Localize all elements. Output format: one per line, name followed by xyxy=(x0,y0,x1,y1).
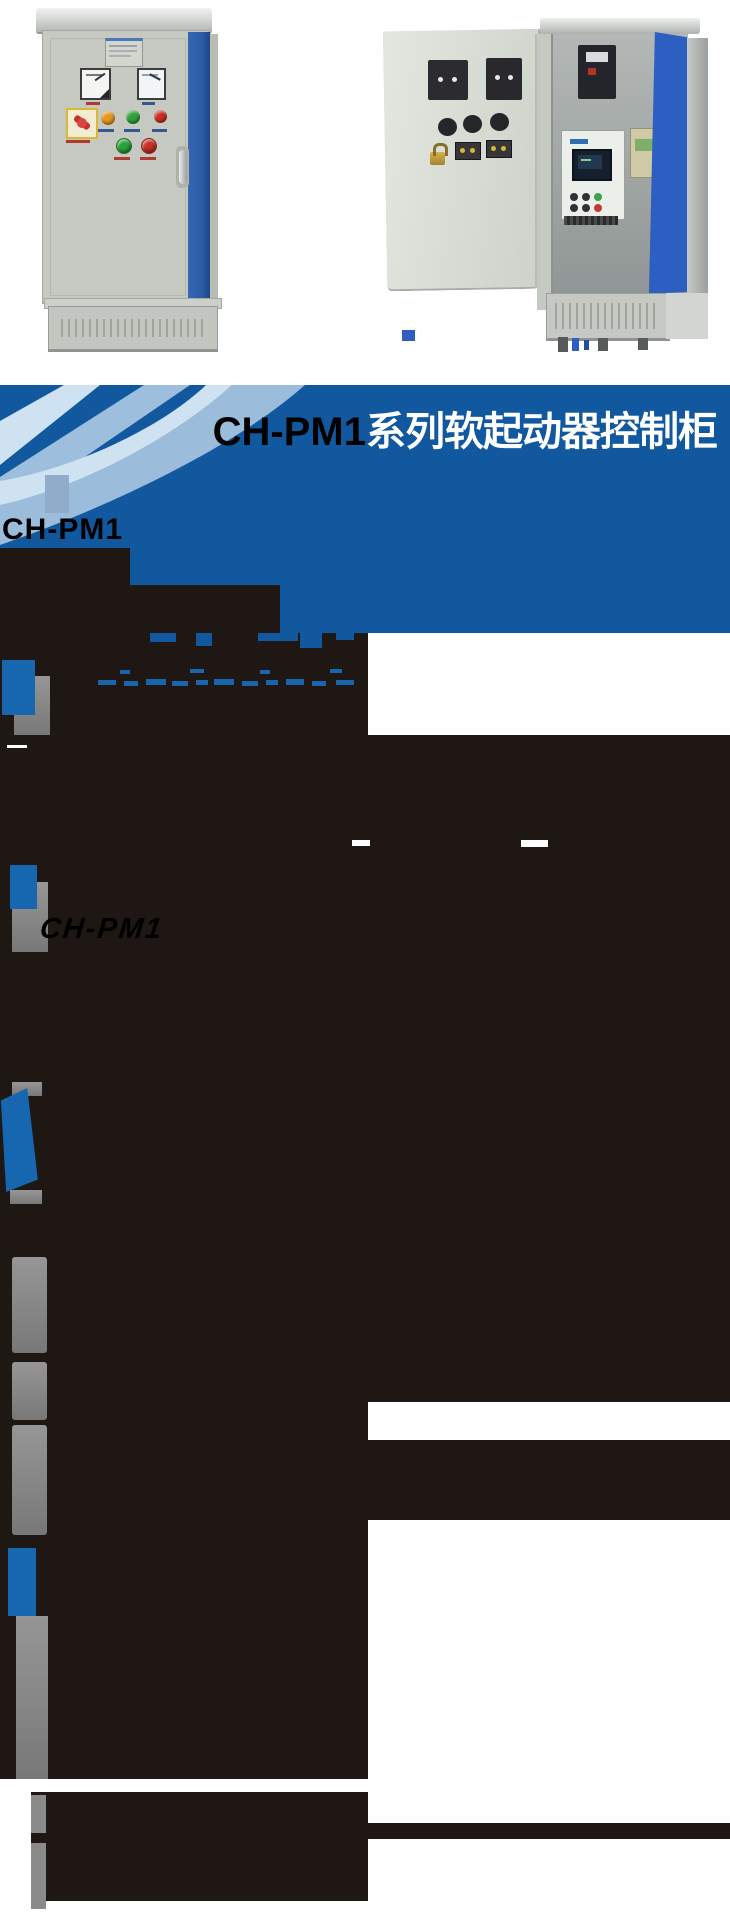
open-cabinet-photo xyxy=(330,10,708,356)
blue-reflection-3 xyxy=(402,330,415,341)
banner-swoosh-decoration xyxy=(0,385,305,545)
banner-ragged-edge xyxy=(300,633,322,648)
leg-1 xyxy=(558,337,568,352)
title-series-text: 系列软起动器控制柜 xyxy=(366,410,718,454)
button-label-2 xyxy=(140,157,156,160)
meter-back-2 xyxy=(486,58,522,100)
lamp-back-2 xyxy=(463,115,482,133)
bullet-shadow xyxy=(12,1362,47,1420)
lamp-amber xyxy=(101,111,115,125)
bullet-shadow xyxy=(16,1616,48,1779)
bullet-shadow xyxy=(10,1190,42,1204)
door-handle xyxy=(179,150,187,184)
banner-ragged-edge xyxy=(258,633,298,641)
content-block xyxy=(368,1823,730,1839)
model-designation-text: CH-PM1 xyxy=(38,913,165,945)
louver-slots-2 xyxy=(555,303,655,329)
floor-patch xyxy=(666,293,708,339)
content-block xyxy=(0,1402,368,1440)
cabinet-side-sliver xyxy=(210,34,218,298)
white-fragment xyxy=(521,840,548,847)
section-bullet-4 xyxy=(8,1548,36,1616)
terminal-block-2 xyxy=(486,140,512,158)
section-bullet-1 xyxy=(2,660,35,715)
cabinet-side-blue-band xyxy=(188,32,210,300)
content-block xyxy=(31,1792,368,1901)
banner-ragged-edge xyxy=(150,633,176,642)
right-wall xyxy=(687,38,708,306)
lamp-back-1 xyxy=(438,118,457,136)
soft-starter xyxy=(561,130,625,220)
bullet-shadow xyxy=(12,1425,47,1535)
white-fragment xyxy=(352,840,370,846)
title-model-text: CH-PM1 xyxy=(212,410,366,454)
button-label-1 xyxy=(114,157,130,160)
closed-cabinet-photo xyxy=(30,8,222,352)
section-bullet-2 xyxy=(10,865,37,909)
starter-display xyxy=(572,149,612,181)
white-fragment xyxy=(7,745,27,748)
meter-label-left xyxy=(86,102,100,105)
blue-reflection-1 xyxy=(572,338,579,351)
rotary-switch xyxy=(66,108,98,139)
content-block xyxy=(0,735,730,1402)
lamp-label-3 xyxy=(152,129,167,132)
bullet-shadow xyxy=(31,1843,46,1909)
starter-btn-2 xyxy=(582,193,590,201)
lamp-label-1 xyxy=(98,129,114,132)
starter-logo xyxy=(570,139,588,144)
leg-3 xyxy=(638,338,648,350)
banner-logo-overlay-text: CH-PM1 xyxy=(2,513,124,546)
lamp-label-2 xyxy=(124,129,140,132)
content-block xyxy=(130,585,280,633)
starter-btn-1 xyxy=(570,193,578,201)
content-block xyxy=(0,1440,730,1520)
blue-reflection-2 xyxy=(584,340,589,350)
lamp-red xyxy=(154,110,167,123)
leg-2 xyxy=(598,338,608,351)
content-block xyxy=(0,548,130,634)
bullet-shadow xyxy=(31,1795,46,1833)
nameplate xyxy=(105,38,143,67)
starter-btn-3 xyxy=(570,204,578,212)
starter-terminal-strip xyxy=(564,216,618,225)
page-title: CH-PM1系列软起动器控制柜 xyxy=(212,409,718,455)
meter-back-1 xyxy=(428,60,468,100)
lamp-back-3 xyxy=(490,113,509,131)
louver-slots xyxy=(61,319,203,337)
terminal-block-1 xyxy=(455,142,481,160)
starter-btn-red xyxy=(594,204,602,212)
rotary-switch-label xyxy=(66,140,90,143)
lamp-green xyxy=(126,110,140,124)
stop-button xyxy=(141,138,157,154)
voltmeter xyxy=(137,68,166,100)
inner-blue-panel xyxy=(648,32,694,294)
cabinet-left-frame xyxy=(537,34,553,310)
plinth xyxy=(48,306,218,352)
cabinet-top-cap-2 xyxy=(540,18,700,34)
banner-ragged-edge xyxy=(336,633,354,640)
meter-label-right xyxy=(142,102,155,105)
banner-ragged-edge xyxy=(196,633,212,646)
ammeter xyxy=(80,68,111,100)
starter-btn-green xyxy=(594,193,602,201)
content-block xyxy=(0,1520,368,1779)
bullet-shadow xyxy=(12,1257,47,1353)
breaker-mccb xyxy=(578,45,616,99)
padlock-shackle xyxy=(433,143,448,156)
louver-base-2 xyxy=(546,293,670,341)
start-button xyxy=(116,138,132,154)
starter-btn-4 xyxy=(582,204,590,212)
